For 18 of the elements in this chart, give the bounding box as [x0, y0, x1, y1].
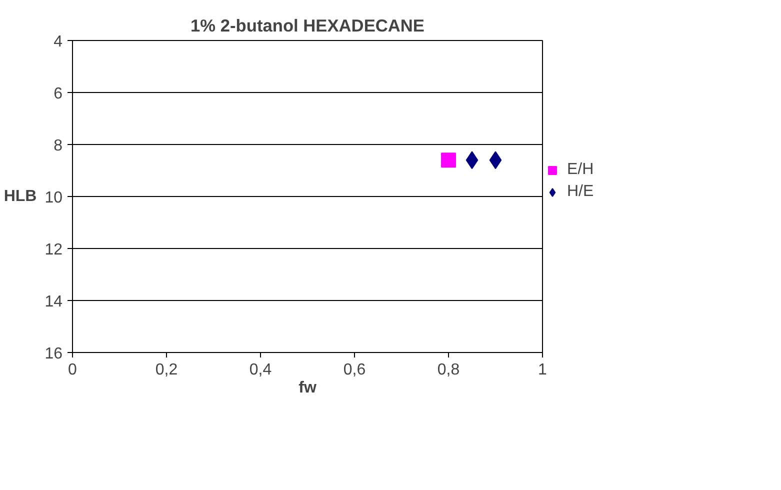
x-tick-label: 0,8 — [437, 362, 460, 378]
x-tick-label: 0,6 — [343, 362, 366, 378]
y-axis-title: HLB — [4, 188, 37, 205]
x-tick-label: 0,4 — [249, 362, 272, 378]
legend-label: H/E — [567, 183, 594, 201]
chart-title: 1% 2-butanol HEXADECANE — [190, 16, 424, 36]
x-tick-label: 1 — [538, 362, 548, 378]
x-tick-label: 0,2 — [155, 362, 178, 378]
legend-label: E/H — [567, 161, 594, 179]
y-tick-label: 4 — [54, 34, 63, 50]
y-tick-label: 8 — [54, 138, 63, 154]
x-tick-label: 0 — [68, 362, 78, 378]
y-tick-label: 10 — [44, 190, 63, 206]
y-tick-label: 14 — [44, 294, 63, 310]
x-axis-title: fw — [298, 380, 317, 396]
y-tick-label: 12 — [44, 242, 63, 258]
y-tick-label: 6 — [54, 86, 63, 102]
y-tick-label: 16 — [44, 346, 63, 362]
